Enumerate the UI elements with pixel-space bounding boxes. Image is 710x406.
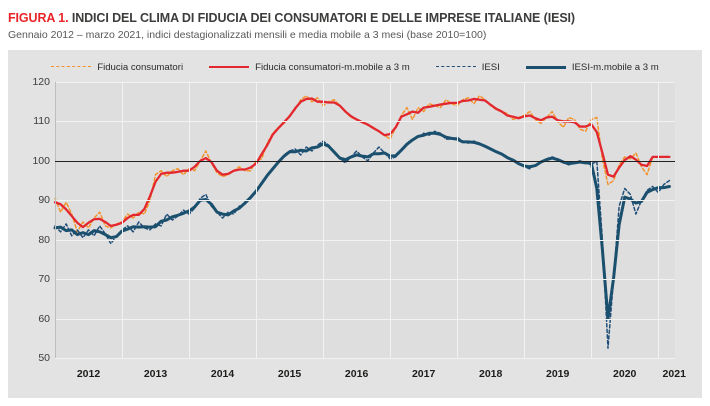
gridline-vertical bbox=[122, 82, 124, 358]
figure-number: FIGURA 1. bbox=[8, 11, 69, 25]
gridline-vertical bbox=[189, 82, 191, 358]
figure-title-text: INDICI DEL CLIMA DI FIDUCIA DEI CONSUMAT… bbox=[68, 11, 575, 25]
gridline-vertical bbox=[323, 82, 325, 358]
y-axis-tick-label: 120 bbox=[32, 76, 50, 88]
gridline-horizontal bbox=[55, 121, 675, 123]
x-axis-tick-label: 2015 bbox=[277, 368, 302, 380]
x-axis-tick-label: 2020 bbox=[613, 368, 637, 380]
gridline-horizontal bbox=[55, 358, 675, 359]
gridline-vertical bbox=[390, 82, 392, 358]
axis-line-left bbox=[55, 82, 56, 358]
y-axis-tick-label: 60 bbox=[38, 312, 50, 325]
y-axis-tick-label: 70 bbox=[38, 273, 50, 286]
gridline-horizontal bbox=[55, 279, 675, 281]
gridline-vertical bbox=[256, 82, 258, 358]
figure-subtitle: Gennaio 2012 – marzo 2021, indici destag… bbox=[8, 29, 487, 41]
legend-item-iesi[interactable]: IESI bbox=[435, 61, 500, 73]
reference-line-100 bbox=[55, 160, 675, 163]
x-axis-tick-label: 2014 bbox=[210, 368, 235, 380]
y-axis: 50 60 70 80 90 100 110 120 bbox=[16, 76, 50, 364]
y-axis-tick-label: 90 bbox=[38, 194, 50, 207]
legend-item-iesi-ma3[interactable]: IESI-m.mobile a 3 m bbox=[525, 61, 659, 73]
gridline-vertical bbox=[658, 82, 660, 358]
gridline-vertical bbox=[524, 82, 526, 358]
x-axis-tick-label: 2019 bbox=[546, 368, 570, 380]
y-axis-tick-label: 50 bbox=[38, 352, 50, 364]
gridline-horizontal bbox=[55, 239, 675, 241]
page-title: FIGURA 1. INDICI DEL CLIMA DI FIDUCIA DE… bbox=[8, 11, 575, 25]
x-axis-tick-label: 2018 bbox=[478, 368, 503, 380]
gridline-horizontal bbox=[55, 318, 675, 320]
chart-legend: Fiducia consumatori Fiducia consumatori-… bbox=[8, 58, 702, 76]
legend-item-fiducia-consumatori-ma3[interactable]: Fiducia consumatori-m.mobile a 3 m bbox=[209, 62, 410, 73]
gridline-horizontal bbox=[55, 200, 675, 202]
legend-label-iesi-ma3: IESI-m.mobile a 3 m bbox=[571, 61, 659, 73]
x-axis-tick-label: 2021 bbox=[662, 368, 686, 380]
series-line-iesi-m-mobile-a-3-m bbox=[53, 131, 671, 321]
x-axis: 2012 2013 2014 2015 2016 2017 2018 2019 2020 2021 bbox=[55, 362, 686, 388]
legend-label-iesi: IESI bbox=[481, 61, 500, 73]
gridline-vertical bbox=[457, 82, 459, 358]
y-axis-tick-label: 80 bbox=[38, 233, 50, 246]
series-svg bbox=[53, 95, 671, 349]
y-axis-tick-label: 110 bbox=[33, 115, 50, 128]
legend-label-fiducia-consumatori-ma3: Fiducia consumatori-m.mobile a 3 m bbox=[255, 61, 410, 73]
gridline-vertical bbox=[591, 82, 593, 358]
x-axis-tick-label: 2016 bbox=[344, 368, 369, 380]
plot-area bbox=[53, 82, 675, 359]
legend-item-fiducia-consumatori[interactable]: Fiducia consumatori bbox=[51, 62, 183, 73]
legend-label-fiducia-consumatori: Fiducia consumatori bbox=[97, 61, 184, 73]
gridline-horizontal bbox=[55, 82, 675, 83]
chart-panel: Fiducia consumatori Fiducia consumatori-… bbox=[8, 50, 702, 398]
x-axis-tick-label: 2013 bbox=[143, 368, 168, 380]
y-axis-tick-label: 100 bbox=[32, 154, 50, 167]
x-axis-tick-label: 2017 bbox=[411, 368, 436, 380]
x-axis-tick-label: 2012 bbox=[76, 368, 101, 380]
